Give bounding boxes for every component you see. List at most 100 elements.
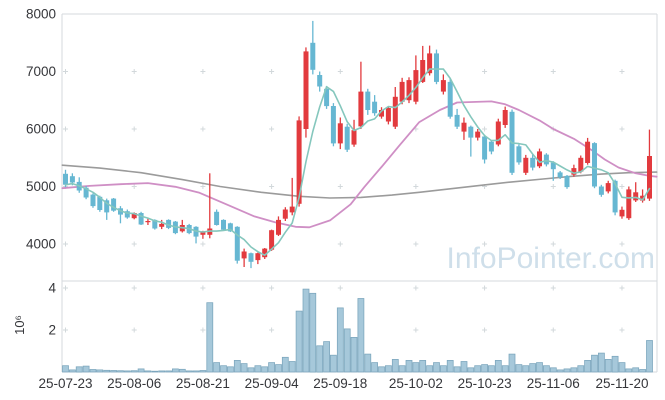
volume-bar[interactable]	[577, 365, 585, 373]
candle-body[interactable]	[276, 219, 281, 235]
candle-body[interactable]	[612, 180, 618, 213]
volume-bar[interactable]	[316, 345, 324, 373]
candle-body[interactable]	[647, 156, 652, 199]
candle-body[interactable]	[269, 230, 275, 250]
candle-body[interactable]	[241, 251, 247, 259]
candle-body[interactable]	[468, 126, 474, 138]
volume-bar[interactable]	[151, 370, 159, 373]
candle-body[interactable]	[605, 183, 611, 192]
candle-body[interactable]	[63, 173, 68, 185]
candle-body[interactable]	[550, 162, 556, 170]
volume-bar[interactable]	[117, 370, 124, 373]
candle-body[interactable]	[516, 146, 522, 163]
volume-bar[interactable]	[220, 365, 227, 373]
candle-body[interactable]	[585, 141, 591, 163]
volume-bar[interactable]	[364, 353, 372, 373]
candle-body[interactable]	[482, 136, 488, 160]
volume-bar[interactable]	[412, 362, 420, 373]
volume-bar[interactable]	[646, 340, 653, 373]
candle-body[interactable]	[152, 219, 158, 229]
volume-bar[interactable]	[522, 365, 530, 373]
volume-bar[interactable]	[75, 366, 83, 373]
volume-bar[interactable]	[385, 365, 392, 373]
volume-bar[interactable]	[598, 352, 605, 373]
volume-bar[interactable]	[433, 362, 440, 373]
volume-bar[interactable]	[488, 365, 495, 373]
volume-bar[interactable]	[103, 369, 111, 373]
volume-bar[interactable]	[137, 368, 145, 373]
volume-bar[interactable]	[570, 367, 578, 373]
volume-bar[interactable]	[172, 368, 179, 373]
volume-bar[interactable]	[89, 369, 97, 373]
volume-bar[interactable]	[254, 365, 262, 373]
candle-body[interactable]	[427, 53, 433, 74]
volume-bar[interactable]	[639, 369, 646, 373]
volume-bar[interactable]	[398, 365, 406, 373]
candle-body[interactable]	[537, 151, 542, 167]
candle-body[interactable]	[303, 51, 309, 129]
candle-body[interactable]	[502, 110, 508, 125]
candle-body[interactable]	[358, 91, 364, 127]
volume-bar[interactable]	[378, 366, 385, 373]
candle-body[interactable]	[598, 186, 604, 195]
candle-body[interactable]	[488, 141, 494, 152]
volume-bar[interactable]	[330, 354, 337, 373]
candle-body[interactable]	[248, 253, 254, 262]
candle-body[interactable]	[392, 96, 398, 127]
candle-body[interactable]	[447, 81, 453, 117]
candle-body[interactable]	[626, 189, 632, 219]
volume-bar[interactable]	[62, 365, 69, 373]
volume-bar[interactable]	[110, 370, 117, 373]
volume-bar[interactable]	[494, 360, 502, 373]
candle-body[interactable]	[289, 206, 295, 213]
volume-bar[interactable]	[549, 367, 557, 373]
volume-bar[interactable]	[350, 337, 358, 373]
volume-bar[interactable]	[192, 370, 200, 373]
candle-body[interactable]	[166, 219, 172, 228]
candle-body[interactable]	[330, 106, 336, 144]
candle-body[interactable]	[111, 198, 117, 211]
candle-body[interactable]	[399, 81, 405, 102]
candle-body[interactable]	[365, 91, 371, 110]
volume-bar[interactable]	[453, 366, 461, 373]
candle-body[interactable]	[557, 172, 563, 178]
volume-bar[interactable]	[391, 359, 399, 373]
volume-bar[interactable]	[185, 370, 193, 373]
candle-body[interactable]	[495, 121, 501, 145]
candle-body[interactable]	[255, 253, 261, 261]
volume-bar[interactable]	[323, 341, 330, 373]
volume-bar[interactable]	[206, 302, 214, 373]
volume-bar[interactable]	[295, 310, 303, 373]
volume-bar[interactable]	[336, 307, 344, 373]
candle-body[interactable]	[104, 200, 110, 213]
candle-body[interactable]	[145, 221, 151, 223]
candle-body[interactable]	[124, 211, 130, 218]
candle-body[interactable]	[324, 88, 330, 107]
candle-body[interactable]	[543, 154, 549, 165]
candle-body[interactable]	[282, 209, 288, 219]
candle-body[interactable]	[97, 196, 103, 210]
volume-bar[interactable]	[165, 370, 172, 373]
volume-bar[interactable]	[419, 360, 427, 373]
volume-bar[interactable]	[467, 367, 475, 373]
candle-body[interactable]	[571, 168, 577, 175]
volume-bar[interactable]	[543, 365, 550, 373]
volume-bar[interactable]	[446, 360, 454, 373]
volume-bar[interactable]	[343, 328, 351, 373]
candle-body[interactable]	[317, 75, 323, 87]
candle-body[interactable]	[413, 70, 419, 102]
candle-body[interactable]	[523, 157, 529, 173]
volume-bar[interactable]	[460, 361, 468, 373]
volume-bar[interactable]	[426, 365, 433, 373]
candle-body[interactable]	[262, 248, 268, 258]
candle-body[interactable]	[454, 114, 460, 127]
volume-bar[interactable]	[515, 364, 523, 373]
candle-body[interactable]	[221, 219, 226, 230]
volume-bar[interactable]	[371, 362, 378, 373]
volume-bar[interactable]	[261, 366, 269, 373]
volume-bar[interactable]	[357, 298, 365, 373]
volume-bar[interactable]	[405, 360, 413, 373]
volume-bar[interactable]	[508, 353, 516, 373]
candle-body[interactable]	[159, 223, 165, 227]
candle-body[interactable]	[530, 157, 536, 168]
